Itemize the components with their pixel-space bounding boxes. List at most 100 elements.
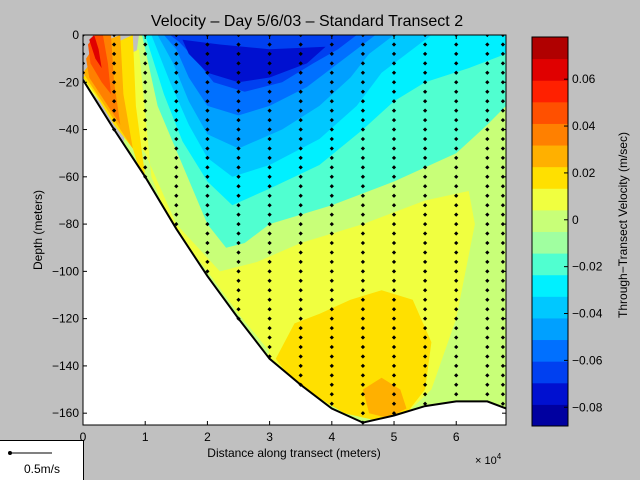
sample-point [454,203,459,208]
sample-point [143,136,148,142]
sample-point [267,146,272,151]
sample-point [391,203,397,208]
sample-point [454,231,459,236]
sample-point [205,117,210,123]
sample-point [205,127,210,132]
vector-scale-label: 0.5m/s [24,462,61,476]
sample-point [236,51,241,57]
sample-point [143,99,148,104]
sample-point [236,42,241,47]
sample-point [143,80,148,85]
sample-point [500,155,506,161]
sample-point [111,35,117,38]
y-tick-label: −40 [59,123,80,137]
colorbar-ticks: 0.06 0.04 0.02 0 −0.02 −0.04 −0.06 −0.08 [564,72,603,414]
sample-point [422,240,428,246]
sample-point [454,212,459,217]
sample-point [422,155,428,161]
sample-point [485,307,490,312]
sample-point [329,146,334,151]
sample-point [298,250,303,255]
sample-point [298,354,303,359]
sample-point [485,278,490,283]
sample-point [298,193,303,198]
sample-point [329,136,334,142]
sample-point [83,61,86,66]
scale-arrow-icon [8,451,52,455]
sample-point [391,297,397,302]
sample-point [111,80,117,85]
sample-point [329,335,334,340]
sample-point [391,269,397,274]
colorbar-bin [532,404,568,427]
colorbar-bin [532,166,568,189]
sample-point [174,35,179,38]
sample-point [391,231,397,236]
sample-point [329,259,334,265]
sample-point [174,70,179,75]
sample-point [236,70,241,75]
sample-point [174,99,179,104]
sample-point [143,108,148,113]
sample-point [485,363,490,369]
x-tick-label: 0 [80,430,87,444]
sample-point [454,165,459,170]
sample-point [454,269,459,274]
sample-point [205,70,210,75]
colorbar-tick-label: 0.02 [572,166,596,180]
sample-point [454,344,459,350]
x-axis-multiplier-base: × 10 [475,455,497,467]
sample-point [329,127,334,132]
sample-point [422,231,428,236]
colorbar-bin [532,101,568,124]
sample-point [329,401,334,406]
sample-point [360,382,366,387]
sample-point [360,259,366,265]
sample-point [236,288,241,293]
sample-point [205,231,210,236]
sample-point [236,184,241,189]
sample-point [422,297,428,302]
sample-point [422,174,428,179]
sample-point [422,392,428,397]
sample-point [391,344,397,350]
colorbar-tick-label: 0.06 [572,72,596,86]
sample-point [485,127,490,132]
sample-point [298,203,303,208]
sample-point [143,70,148,75]
sample-point [454,363,459,369]
sample-point [267,184,272,189]
colorbar-bin [532,37,568,60]
sample-point [298,344,303,350]
sample-point [422,307,428,312]
sample-point [267,193,272,198]
sample-point [485,136,490,142]
sample-point [485,325,490,331]
sample-point [143,127,148,132]
sample-point [205,80,210,85]
sample-point [267,259,272,265]
sample-point [360,278,366,283]
sample-point [422,127,428,132]
sample-point [485,316,490,321]
sample-point [454,174,459,179]
sample-point [360,297,366,302]
x-axis-label: Distance along transect (meters) [207,446,380,460]
sample-point [236,269,241,274]
plot-frame [82,34,507,426]
colorbar-bin [532,361,568,384]
sample-point [485,240,490,246]
sample-point [454,373,459,378]
sample-point [205,212,210,217]
sample-point [422,165,428,170]
y-tick-label: −20 [59,75,80,89]
colorbar-bin [532,274,568,297]
sample-point [267,174,272,179]
sample-point [236,174,241,179]
sample-point [329,363,334,369]
sample-point [236,117,241,123]
sample-point [422,373,428,378]
sample-point [454,307,459,312]
sample-point [143,165,148,170]
